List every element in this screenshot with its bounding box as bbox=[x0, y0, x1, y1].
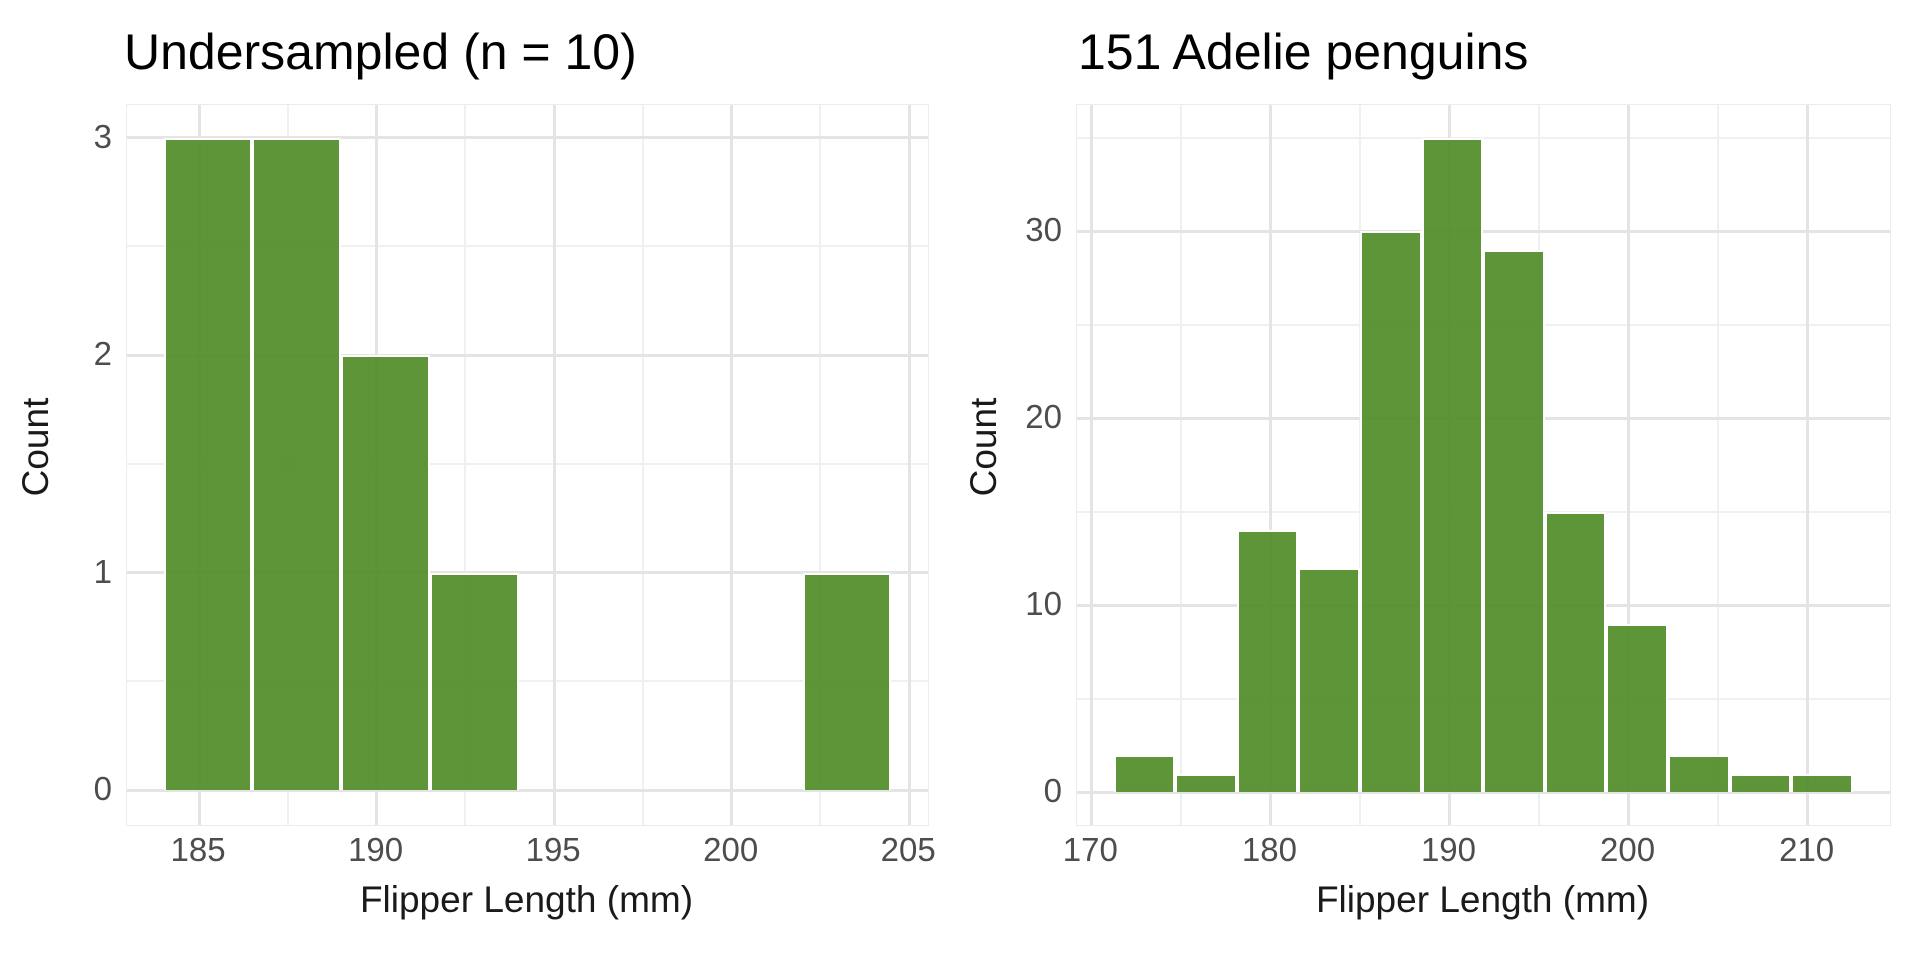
x-tick-label: 205 bbox=[880, 831, 936, 868]
y-minor-gridline bbox=[127, 245, 928, 248]
y-major-gridline bbox=[127, 788, 928, 792]
histogram-bar bbox=[1667, 754, 1730, 793]
right-x-axis-title: Flipper Length (mm) bbox=[1315, 879, 1650, 920]
x-minor-gridline bbox=[1717, 105, 1720, 825]
y-major-gridline bbox=[127, 571, 928, 575]
x-minor-gridline bbox=[464, 105, 467, 825]
y-major-gridline bbox=[127, 353, 928, 357]
histogram-bar bbox=[1113, 754, 1176, 793]
x-tick-label: 190 bbox=[1420, 831, 1476, 868]
x-tick-label: 195 bbox=[525, 831, 581, 868]
histogram-bar bbox=[1544, 511, 1607, 793]
x-tick-label: 200 bbox=[703, 831, 759, 868]
x-minor-gridline bbox=[819, 105, 822, 825]
right-chart-panel bbox=[1076, 104, 1891, 826]
x-major-gridline bbox=[1089, 105, 1093, 825]
x-major-gridline bbox=[730, 105, 734, 825]
histogram-bar bbox=[1483, 249, 1545, 793]
histogram-bar bbox=[1236, 530, 1299, 793]
x-major-gridline bbox=[1627, 105, 1631, 825]
histogram-bar bbox=[1421, 137, 1484, 793]
y-tick-label: 0 bbox=[93, 770, 112, 808]
left-chart-panel bbox=[126, 104, 929, 826]
y-minor-gridline bbox=[127, 680, 928, 683]
histogram-bar bbox=[1175, 773, 1237, 793]
y-tick-label: 30 bbox=[1025, 211, 1062, 249]
y-tick-label: 2 bbox=[93, 335, 112, 373]
y-tick-label: 20 bbox=[1025, 398, 1062, 436]
y-minor-gridline bbox=[127, 462, 928, 465]
x-major-gridline bbox=[907, 105, 911, 825]
histogram-bar bbox=[252, 137, 342, 791]
right-y-axis-title: Count bbox=[963, 397, 1004, 497]
histogram-bar bbox=[1606, 623, 1668, 793]
histogram-bar bbox=[1791, 773, 1853, 793]
y-tick-label: 0 bbox=[1043, 772, 1062, 810]
y-major-gridline bbox=[1077, 229, 1890, 233]
y-major-gridline bbox=[1077, 790, 1890, 794]
histogram-bar bbox=[1298, 567, 1360, 793]
histogram-bar bbox=[163, 137, 253, 791]
histogram-bar bbox=[429, 572, 519, 791]
histogram-bar bbox=[1359, 231, 1422, 793]
x-tick-label: 180 bbox=[1241, 831, 1297, 868]
histogram-bar bbox=[1729, 773, 1792, 793]
left-x-axis-title: Flipper Length (mm) bbox=[359, 879, 694, 920]
x-major-gridline bbox=[1268, 105, 1272, 825]
y-minor-gridline bbox=[1077, 136, 1890, 139]
y-tick-label: 10 bbox=[1025, 585, 1062, 623]
x-major-gridline bbox=[1806, 105, 1810, 825]
histogram-bar bbox=[802, 572, 892, 791]
x-major-gridline bbox=[552, 105, 556, 825]
y-tick-label: 1 bbox=[93, 552, 112, 590]
histogram-bar bbox=[341, 355, 430, 791]
x-tick-label: 190 bbox=[348, 831, 404, 868]
y-tick-label: 3 bbox=[93, 117, 112, 155]
x-tick-label: 200 bbox=[1600, 831, 1656, 868]
x-tick-label: 170 bbox=[1062, 831, 1118, 868]
left-chart-title: Undersampled (n = 10) bbox=[124, 24, 637, 80]
x-tick-label: 185 bbox=[170, 831, 226, 868]
y-major-gridline bbox=[127, 136, 928, 140]
x-minor-gridline bbox=[641, 105, 644, 825]
right-chart-title: 151 Adelie penguins bbox=[1078, 24, 1529, 80]
x-minor-gridline bbox=[1179, 105, 1182, 825]
x-tick-label: 210 bbox=[1779, 831, 1835, 868]
